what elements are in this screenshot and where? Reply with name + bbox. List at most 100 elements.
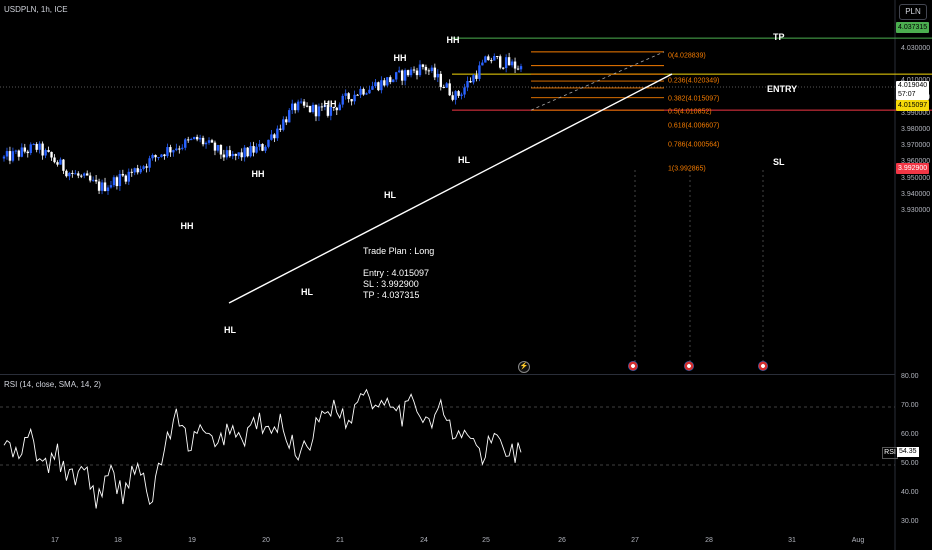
pane-separator[interactable]: [0, 374, 895, 375]
annotation-hl: HL: [224, 325, 236, 335]
annotation-hh: HH: [393, 53, 407, 63]
candle-body: [377, 82, 380, 91]
candle-body: [246, 147, 249, 157]
price-tick-label: 3.990000: [901, 109, 931, 117]
fib-label-0236: 0.236(4.020349): [668, 77, 720, 85]
candle-body: [490, 60, 493, 62]
candle-body: [71, 172, 74, 174]
candle-body: [296, 101, 300, 111]
us-flag-event-icon[interactable]: [758, 361, 768, 371]
candle-body: [62, 159, 65, 171]
candle-body: [501, 67, 505, 69]
candle-body: [234, 153, 237, 156]
time-tick-label: 25: [482, 537, 490, 544]
candle-body: [41, 143, 44, 156]
candle-body: [406, 70, 410, 76]
candle-body: [392, 79, 395, 83]
candle-body: [80, 175, 83, 177]
us-flag-event-icon[interactable]: [684, 361, 694, 371]
rsi-name-tag: RSI: [882, 447, 898, 459]
trade-plan-entry: Entry : 4.015097: [363, 268, 430, 278]
candle-body: [320, 106, 324, 108]
price-tick-label: 3.940000: [901, 190, 931, 198]
candle-body: [338, 104, 341, 111]
candle-body: [59, 159, 62, 165]
candle-body: [163, 154, 166, 157]
candle-body: [484, 56, 487, 63]
lightning-icon[interactable]: ⚡: [518, 361, 530, 373]
candle-body: [157, 157, 160, 159]
candle-body: [74, 173, 77, 175]
candle-body: [187, 139, 190, 141]
candle-body: [118, 173, 122, 187]
candle-body: [359, 88, 362, 95]
candle-body: [29, 144, 32, 154]
candle-body: [112, 177, 116, 186]
candle-body: [106, 187, 110, 192]
candle-body: [332, 106, 336, 108]
candle-body: [192, 136, 196, 140]
candle-body: [20, 147, 24, 157]
annotation-hh: HH: [323, 99, 337, 109]
candle-body: [195, 136, 199, 140]
candle-body: [299, 101, 303, 103]
rsi-legend: RSI (14, close, SMA, 14, 2): [4, 380, 101, 389]
candle-body: [507, 57, 511, 66]
trade-plan-note[interactable]: Trade Plan : Long Entry : 4.015097 SL : …: [363, 246, 434, 301]
candle-body: [463, 87, 466, 95]
candle-body: [5, 151, 9, 157]
us-flag-event-icon[interactable]: [628, 361, 638, 371]
fib-label-1: 1(3.992865): [668, 165, 706, 173]
candle-body: [237, 152, 240, 156]
candle-body: [35, 143, 38, 150]
candle-body: [50, 151, 53, 158]
rsi-tick-label: 50.00: [901, 460, 919, 467]
countdown: 57:07: [898, 91, 916, 98]
sl-price-tag: 3.992900: [896, 163, 930, 174]
candle-body: [445, 83, 448, 88]
tp-price-tag: 4.037315: [896, 22, 930, 33]
annotation-hh: HH: [251, 169, 265, 179]
candle-body: [166, 147, 169, 157]
candle-body: [249, 146, 252, 157]
candle-body: [279, 128, 282, 130]
time-tick-label: 26: [558, 537, 566, 544]
candle-body: [386, 77, 389, 86]
candle-body: [362, 88, 365, 95]
candle-body: [85, 173, 89, 176]
rsi-tick-label: 80.00: [901, 373, 919, 380]
candle-body: [478, 65, 481, 79]
candle-body: [403, 70, 407, 81]
candle-body: [261, 143, 264, 151]
candle-body: [442, 86, 445, 88]
candle-body: [100, 182, 104, 191]
fib-label-0: 0(4.028839): [668, 52, 706, 60]
candle-body: [175, 148, 178, 151]
trade-plan-title: Trade Plan : Long: [363, 246, 435, 256]
tp-label: TP: [773, 32, 785, 42]
candle-body: [311, 104, 315, 113]
candle-body: [472, 75, 475, 83]
candle-body: [481, 62, 484, 66]
candle-body: [400, 70, 404, 81]
sl-label: SL: [773, 157, 785, 167]
candle-body: [65, 170, 68, 177]
candle-body: [139, 168, 142, 173]
fib-label-0618: 0.618(4.006607): [668, 122, 720, 130]
currency-button[interactable]: PLN: [899, 4, 927, 20]
candle-body: [493, 56, 496, 61]
last-price-tag: 4.019040 57:07: [896, 81, 930, 100]
candle-body: [243, 147, 246, 158]
candle-body: [317, 106, 321, 117]
candle-body: [276, 128, 279, 139]
candle-body: [389, 77, 392, 83]
candle-body: [216, 145, 220, 151]
rsi-tick-label: 40.00: [901, 489, 919, 496]
candle-body: [353, 94, 356, 102]
candle-body: [496, 56, 499, 58]
candle-body: [178, 148, 181, 150]
time-tick-label: 20: [262, 537, 270, 544]
candle-body: [32, 143, 35, 145]
candle-body: [395, 72, 398, 80]
